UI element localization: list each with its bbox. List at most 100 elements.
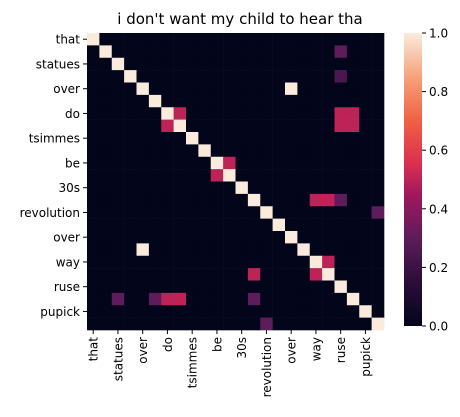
heatmap-cell [136, 132, 150, 145]
heatmap-cell [359, 144, 372, 158]
heatmap-cell [272, 45, 286, 59]
chart-title: i don't want my child to hear tha [117, 10, 362, 28]
heatmap-cell [186, 243, 199, 257]
heatmap-cell [198, 119, 212, 133]
heatmap-cell [111, 94, 125, 108]
heatmap-cell [111, 107, 125, 120]
heatmap-cell [322, 268, 335, 281]
heatmap-cell [87, 231, 100, 244]
heatmap-cell [223, 57, 236, 71]
heatmap-cell [173, 243, 187, 257]
heatmap-cell [186, 268, 199, 281]
heatmap-cell [371, 317, 385, 331]
heatmap-cell [186, 231, 199, 244]
heatmap-cell [87, 305, 100, 318]
heatmap-cell [359, 268, 372, 281]
heatmap-cell [161, 255, 174, 269]
heatmap-cell [99, 206, 113, 219]
heatmap-cell [161, 169, 174, 182]
heatmap-cell [148, 132, 162, 145]
heatmap-cell [173, 255, 187, 269]
heatmap-cell [359, 218, 372, 232]
heatmap-cell [334, 206, 348, 219]
heatmap-cell [210, 70, 224, 83]
heatmap-cell [359, 193, 372, 207]
x-tick-label: statues [111, 337, 125, 381]
heatmap-cell [247, 169, 261, 182]
x-tick-labels: that statues over do tsimmes be 30s revolution o… [87, 330, 373, 397]
heatmap-cell [87, 144, 100, 158]
heatmap-cell [260, 243, 273, 257]
heatmap-cell [223, 107, 236, 120]
heatmap-cell [99, 119, 113, 133]
heatmap-cell [235, 255, 249, 269]
colorbar-tick-label: 0.8 [429, 85, 448, 99]
heatmap-cell [334, 218, 348, 232]
heatmap-cell [99, 243, 113, 257]
heatmap-cell [272, 119, 286, 133]
heatmap-cell [235, 45, 249, 59]
y-tick-label: ruse [54, 280, 80, 294]
heatmap-cell [297, 218, 311, 232]
heatmap-cell [371, 82, 385, 96]
heatmap-cell [87, 33, 100, 46]
heatmap-cell [99, 45, 113, 59]
heatmap-cell [260, 33, 273, 46]
heatmap-cell [210, 317, 224, 331]
colorbar-tick-label: 0.6 [429, 144, 448, 158]
heatmap-cell [161, 94, 174, 108]
heatmap-cell [111, 70, 125, 83]
heatmap-cell [247, 156, 261, 170]
heatmap-cell [173, 33, 187, 46]
heatmap-cell [322, 45, 335, 59]
heatmap-cell [297, 280, 311, 294]
heatmap-cell [124, 144, 137, 158]
heatmap-cell [136, 268, 150, 281]
heatmap-cell [334, 169, 348, 182]
heatmap-cell [285, 280, 298, 294]
heatmap-cell [322, 156, 335, 170]
y-tick-label: over [53, 231, 80, 245]
heatmap-cell [346, 144, 360, 158]
heatmap-cell [247, 119, 261, 133]
heatmap-cell [285, 206, 298, 219]
heatmap-cell [210, 280, 224, 294]
heatmap-cell [371, 33, 385, 46]
heatmap-cell [297, 33, 311, 46]
heatmap-cell [346, 193, 360, 207]
heatmap-cell [359, 206, 372, 219]
heatmap-cell [186, 70, 199, 83]
heatmap-cell [161, 243, 174, 257]
heatmap-cell [334, 45, 348, 59]
heatmap-cell [161, 119, 174, 133]
heatmap-cell [297, 82, 311, 96]
heatmap-cell [223, 193, 236, 207]
heatmap-cell [210, 33, 224, 46]
heatmap-cell [148, 70, 162, 83]
heatmap-cell [186, 94, 199, 108]
x-tick-label: that [87, 337, 101, 362]
heatmap-cell [235, 231, 249, 244]
heatmap-cell [235, 33, 249, 46]
heatmap-cell [359, 82, 372, 96]
heatmap-cell [272, 132, 286, 145]
heatmap-cell [223, 268, 236, 281]
heatmap-cell [186, 119, 199, 133]
heatmap-cell [371, 193, 385, 207]
heatmap-cell [148, 193, 162, 207]
heatmap-cell [346, 33, 360, 46]
heatmap-cell [334, 94, 348, 108]
heatmap-cell [173, 57, 187, 71]
heatmap-cell [148, 243, 162, 257]
heatmap-cell [173, 169, 187, 182]
heatmap-cell [334, 33, 348, 46]
heatmap-cell [322, 144, 335, 158]
heatmap-cell [210, 119, 224, 133]
heatmap-cell [124, 107, 137, 120]
heatmap-cell [346, 156, 360, 170]
heatmap-cell [260, 70, 273, 83]
heatmap-cell [309, 305, 323, 318]
heatmap-cell [111, 144, 125, 158]
heatmap-cell [260, 255, 273, 269]
heatmap-cell [297, 107, 311, 120]
